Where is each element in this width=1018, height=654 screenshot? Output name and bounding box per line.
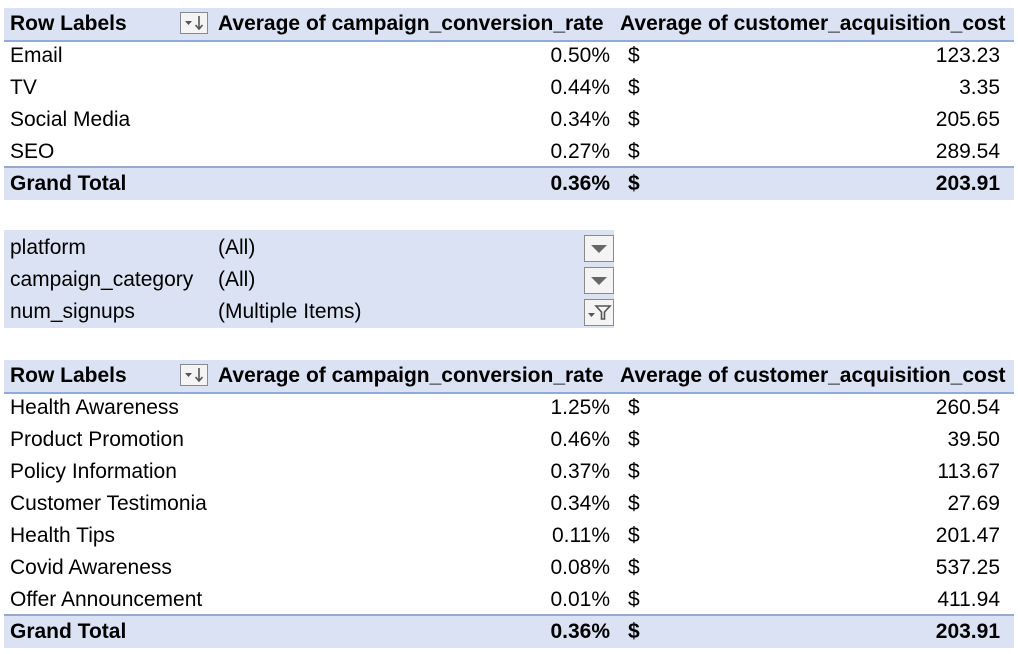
- dropdown-arrow-icon: [591, 277, 607, 285]
- cost-value: 201.47: [935, 524, 1000, 547]
- filter-dropdown-button[interactable]: [584, 299, 614, 326]
- row-label: TV: [10, 76, 37, 99]
- cost-value: 205.65: [935, 108, 1000, 131]
- table-row: Customer Testimonia 0.34% $ 27.69: [4, 488, 1014, 520]
- grand-total-row: Grand Total 0.36% $ 203.91: [4, 614, 1014, 648]
- conversion-value: 0.44%: [550, 76, 610, 99]
- conversion-value: 0.46%: [550, 428, 610, 451]
- row-label: Customer Testimonia: [10, 492, 207, 515]
- grand-total-cost: 203.91: [935, 172, 1000, 195]
- conversion-value: 0.37%: [550, 460, 610, 483]
- conversion-value: 0.01%: [550, 588, 610, 611]
- cost-value: 289.54: [935, 140, 1000, 163]
- cost-value: 260.54: [935, 396, 1000, 419]
- sort-filter-button[interactable]: [180, 364, 208, 386]
- currency-symbol: $: [628, 620, 640, 643]
- dropdown-arrow-icon: [591, 245, 607, 253]
- filter-dropdown-button[interactable]: [584, 267, 614, 294]
- grand-total-row: Grand Total 0.36% $ 203.91: [4, 166, 1014, 200]
- currency-symbol: $: [628, 108, 640, 131]
- row-label: Covid Awareness: [10, 556, 172, 579]
- currency-symbol: $: [628, 556, 640, 579]
- filter-value: (Multiple Items): [218, 300, 362, 323]
- cost-value: 113.67: [937, 460, 1000, 483]
- row-label: Email: [10, 44, 63, 67]
- grand-total-label: Grand Total: [10, 172, 127, 195]
- sort-filter-icon: [185, 16, 204, 31]
- filter-funnel-icon: [588, 305, 612, 320]
- row-label: Product Promotion: [10, 428, 184, 451]
- currency-symbol: $: [628, 428, 640, 451]
- row-label: SEO: [10, 140, 55, 163]
- row-label: Health Awareness: [10, 396, 179, 419]
- cost-value: 411.94: [937, 588, 1000, 611]
- grand-total-cost: 203.91: [935, 620, 1000, 643]
- filter-field-name: campaign_category: [10, 268, 194, 291]
- row-labels-header: Row Labels: [10, 364, 127, 387]
- table-row: SEO 0.27% $ 289.54: [4, 136, 1014, 168]
- currency-symbol: $: [628, 44, 640, 67]
- table-row: TV 0.44% $ 3.35: [4, 72, 1014, 104]
- filter-field-name: num_signups: [10, 300, 135, 323]
- filter-platform: platform (All): [4, 232, 614, 264]
- currency-symbol: $: [628, 140, 640, 163]
- currency-symbol: $: [628, 460, 640, 483]
- pivot1-header-row: Row Labels Average of campaign_conversio…: [4, 8, 1014, 42]
- conversion-rate-header: Average of campaign_conversion_rate: [218, 364, 604, 387]
- cost-value: 39.50: [947, 428, 1000, 451]
- filter-field-name: platform: [10, 236, 86, 259]
- conversion-value: 0.34%: [550, 492, 610, 515]
- row-label: Policy Information: [10, 460, 177, 483]
- conversion-value: 0.50%: [550, 44, 610, 67]
- conversion-rate-header: Average of campaign_conversion_rate: [218, 12, 604, 35]
- cost-value: 3.35: [959, 76, 1000, 99]
- acquisition-cost-header: Average of customer_acquisition_cost: [620, 364, 1006, 387]
- filter-campaign-category: campaign_category (All): [4, 264, 614, 296]
- grand-total-conversion: 0.36%: [550, 620, 610, 643]
- conversion-value: 0.34%: [550, 108, 610, 131]
- conversion-value: 0.27%: [550, 140, 610, 163]
- cost-value: 123.23: [935, 44, 1000, 67]
- acquisition-cost-header: Average of customer_acquisition_cost: [620, 12, 1006, 35]
- row-labels-header: Row Labels: [10, 12, 127, 35]
- cost-value: 27.69: [947, 492, 1000, 515]
- currency-symbol: $: [628, 588, 640, 611]
- table-row: Policy Information 0.37% $ 113.67: [4, 456, 1014, 488]
- table-row: Health Awareness 1.25% $ 260.54: [4, 392, 1014, 424]
- currency-symbol: $: [628, 492, 640, 515]
- conversion-value: 0.08%: [550, 556, 610, 579]
- report-filter-area: platform (All) campaign_category (All) n…: [4, 230, 614, 328]
- table-row: Email 0.50% $ 123.23: [4, 40, 1014, 72]
- table-row: Health Tips 0.11% $ 201.47: [4, 520, 1014, 552]
- conversion-value: 0.11%: [552, 524, 610, 547]
- filter-value: (All): [218, 268, 256, 291]
- grand-total-label: Grand Total: [10, 620, 127, 643]
- filter-num-signups: num_signups (Multiple Items): [4, 296, 614, 328]
- row-label: Health Tips: [10, 524, 116, 547]
- currency-symbol: $: [628, 172, 640, 195]
- currency-symbol: $: [628, 524, 640, 547]
- cost-value: 537.25: [935, 556, 1000, 579]
- pivot2-header-row: Row Labels Average of campaign_conversio…: [4, 360, 1014, 394]
- currency-symbol: $: [628, 396, 640, 419]
- sort-filter-button[interactable]: [180, 12, 208, 34]
- table-row: Social Media 0.34% $ 205.65: [4, 104, 1014, 136]
- filter-value: (All): [218, 236, 256, 259]
- table-row: Offer Announcement 0.01% $ 411.94: [4, 584, 1014, 616]
- conversion-value: 1.25%: [550, 396, 610, 419]
- row-label: Offer Announcement: [10, 588, 203, 611]
- table-row: Product Promotion 0.46% $ 39.50: [4, 424, 1014, 456]
- table-row: Covid Awareness 0.08% $ 537.25: [4, 552, 1014, 584]
- grand-total-conversion: 0.36%: [550, 172, 610, 195]
- filter-dropdown-button[interactable]: [584, 235, 614, 262]
- currency-symbol: $: [628, 76, 640, 99]
- sort-filter-icon: [185, 368, 204, 383]
- row-label: Social Media: [10, 108, 131, 131]
